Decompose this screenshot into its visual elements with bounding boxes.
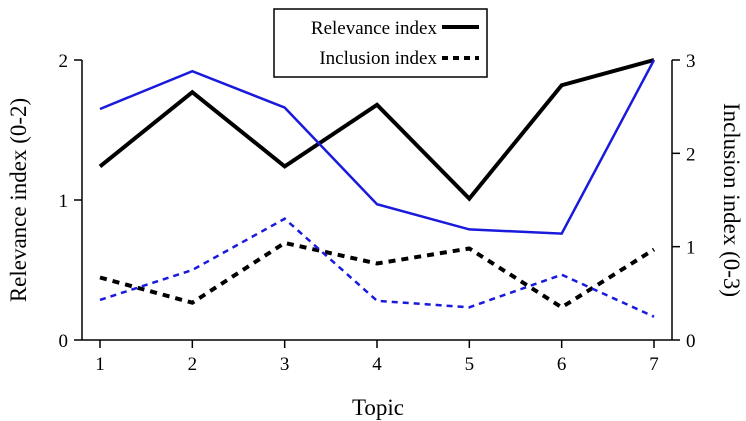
- y-left-ticks: 0 1 2: [59, 51, 82, 352]
- y-right-tick-label: 2: [686, 144, 696, 165]
- y-right-axis-title: Inclusion index (0-3): [719, 103, 744, 297]
- legend-box: [273, 8, 488, 78]
- inclusion-black-line: [99, 240, 656, 310]
- x-ticks: 1 2 3 4 5 6 7: [95, 340, 659, 375]
- y-right-tick-label: 1: [686, 238, 696, 259]
- x-tick-label: 3: [280, 354, 290, 375]
- y-left-tick-label: 2: [59, 51, 69, 72]
- legend-label-relevance: Relevance index: [311, 18, 438, 39]
- legend-label-inclusion: Inclusion index: [319, 48, 437, 69]
- y-right-ticks: 0 1 2 3: [672, 51, 696, 352]
- x-tick-label: 1: [95, 354, 105, 375]
- x-tick-label: 7: [649, 354, 659, 375]
- series-layer: [98, 58, 656, 318]
- x-tick-label: 5: [465, 354, 475, 375]
- y-right-tick-label: 3: [686, 51, 696, 72]
- x-axis-title: Topic: [352, 395, 404, 420]
- relevance-blue-line: [99, 59, 656, 235]
- y-left-tick-label: 0: [59, 331, 69, 352]
- x-tick-label: 2: [188, 354, 198, 375]
- axes: [81, 60, 673, 341]
- y-left-tick-label: 1: [59, 191, 69, 212]
- x-tick-label: 4: [372, 354, 382, 375]
- y-right-tick-label: 0: [686, 331, 696, 352]
- y-left-axis-title: Relevance index (0-2): [6, 98, 31, 302]
- x-tick-label: 6: [557, 354, 567, 375]
- legend: Relevance index Inclusion index: [273, 8, 488, 78]
- relevance-black-line: [98, 58, 655, 202]
